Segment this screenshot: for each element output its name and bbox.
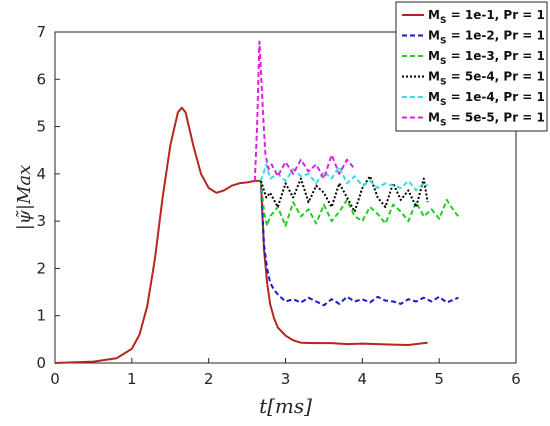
x-tick-label: 1 [127, 370, 137, 388]
y-axis-label: |ψ̃|Max [14, 165, 35, 231]
legend-label: MS = 1e-3, Pr = 1 [428, 49, 545, 67]
legend-label-subscript: S [440, 57, 446, 67]
legend-label: MS = 1e-1, Pr = 1 [428, 8, 545, 26]
legend-label-prefix: M [428, 70, 440, 84]
legend-label-rest: = 5e-4, Pr = 1 [446, 70, 544, 84]
legend-label-subscript: S [440, 37, 446, 47]
legend-label-prefix: M [428, 8, 440, 22]
legend-label: MS = 1e-2, Pr = 1 [428, 29, 545, 47]
legend-label-prefix: M [428, 111, 440, 125]
x-tick-label: 3 [281, 370, 291, 388]
y-tick-label: 1 [36, 307, 46, 325]
legend-label: MS = 5e-4, Pr = 1 [428, 70, 545, 88]
x-axis-ticks: 0 1 2 3 4 5 6 [50, 358, 521, 388]
x-tick-label: 5 [434, 370, 444, 388]
legend-label: MS = 1e-4, Pr = 1 [428, 90, 545, 108]
legend-label-subscript: S [440, 119, 446, 129]
series-line-1 [259, 180, 428, 346]
x-tick-label: 4 [358, 370, 368, 388]
legend-label-subscript: S [440, 16, 446, 26]
legend-label-rest: = 1e-4, Pr = 1 [446, 90, 544, 104]
x-tick-label: 6 [511, 370, 521, 388]
y-tick-label: 3 [36, 212, 46, 230]
legend-label-prefix: M [428, 49, 440, 63]
legend-label-rest: = 1e-1, Pr = 1 [446, 8, 544, 22]
legend-label: MS = 5e-5, Pr = 1 [428, 111, 545, 129]
legend-label-rest: = 1e-3, Pr = 1 [446, 49, 544, 63]
legend-label-prefix: M [428, 29, 440, 43]
series-line-2 [259, 180, 459, 307]
series-line-common [54, 106, 261, 364]
series-line-5 [259, 163, 429, 192]
legend-box [395, 1, 548, 132]
legend: MS = 1e-1, Pr = 1MS = 1e-2, Pr = 1MS = 1… [395, 1, 548, 132]
legend-label-subscript: S [440, 98, 446, 108]
legend-label-prefix: M [428, 90, 440, 104]
x-tick-label: 0 [50, 370, 60, 388]
legend-label-rest: = 5e-5, Pr = 1 [446, 111, 544, 125]
y-tick-label: 0 [36, 354, 46, 372]
y-tick-label: 2 [36, 259, 46, 277]
y-tick-label: 7 [36, 23, 46, 41]
y-tick-label: 5 [36, 118, 46, 136]
x-tick-label: 2 [204, 370, 214, 388]
y-tick-label: 6 [36, 70, 46, 88]
series-line-4 [259, 175, 429, 213]
series-line-3 [259, 180, 460, 227]
legend-label-subscript: S [440, 78, 446, 88]
x-axis-label: t[ms] [259, 394, 312, 418]
series-layer [54, 40, 460, 364]
legend-label-rest: = 1e-2, Pr = 1 [446, 29, 544, 43]
y-tick-label: 4 [36, 165, 46, 183]
